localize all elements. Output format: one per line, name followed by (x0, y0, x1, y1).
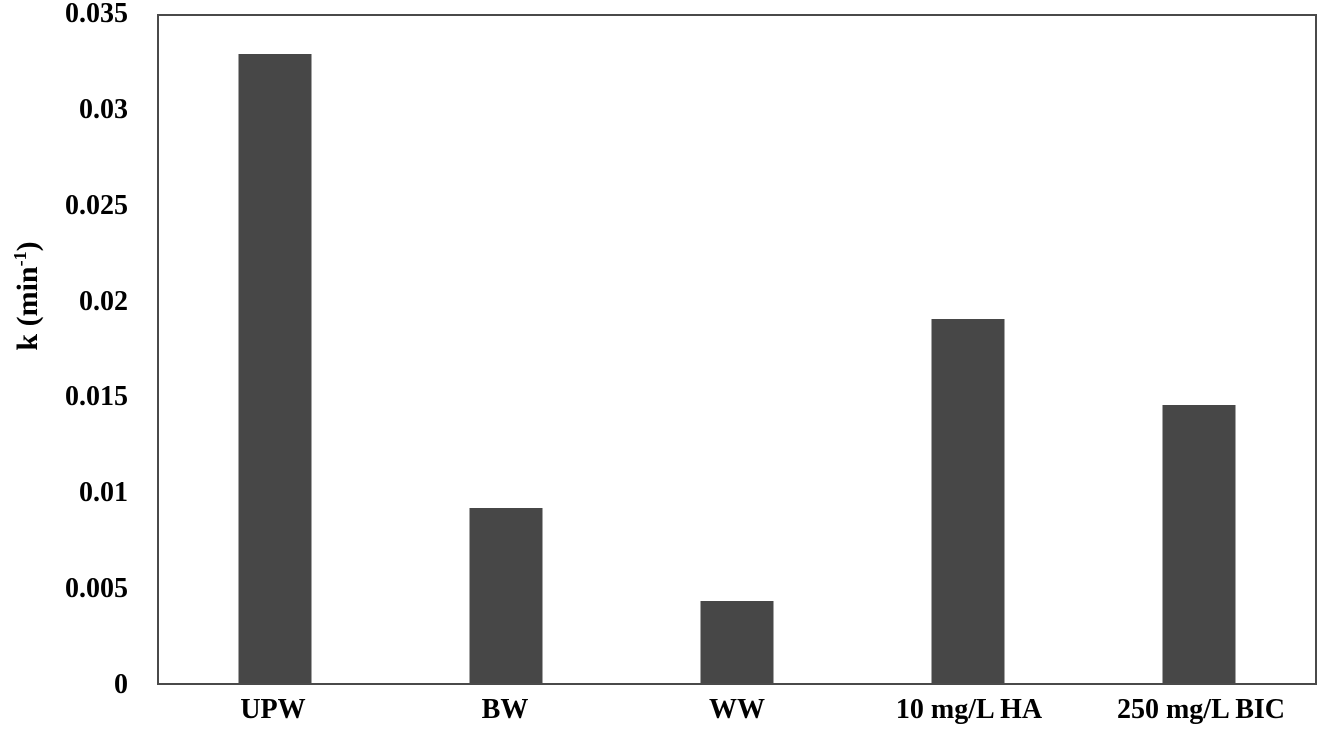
y-tick-label-0.01: 0.01 (79, 477, 128, 509)
x-category-label-250-mg-l-bic: 250 mg/L BIC (1116, 694, 1286, 725)
x-axis-category-labels: UPW BW WW 10 mg/L HA 250 mg/L BIC (157, 696, 1317, 724)
bar-10-mg-l-ha (931, 319, 1005, 683)
y-tick-label-0.035: 0.035 (65, 0, 128, 29)
y-tick-label-0: 0 (114, 669, 128, 700)
plot-area (157, 14, 1317, 685)
bar-upw (238, 54, 312, 683)
bar-250-mg-l-bic (1162, 404, 1236, 683)
bar-ww (700, 601, 774, 683)
y-tick-label-0.025: 0.025 (65, 189, 128, 221)
y-tick-label-0.015: 0.015 (65, 381, 128, 413)
y-tick-label-0.005: 0.005 (65, 573, 128, 605)
x-category-label-ww: WW (709, 694, 765, 725)
y-tick-label-0.02: 0.02 (79, 285, 128, 317)
x-category-label-bw: BW (481, 694, 529, 725)
y-axis-tick-labels: 0 0.005 0.01 0.015 0.02 0.025 0.03 0.035 (0, 0, 128, 699)
y-tick-label-0.03: 0.03 (79, 93, 128, 125)
x-category-label-upw: UPW (240, 694, 306, 725)
x-category-label-10-mg-l-ha: 10 mg/L HA (895, 694, 1043, 725)
bar-bw (469, 507, 543, 683)
